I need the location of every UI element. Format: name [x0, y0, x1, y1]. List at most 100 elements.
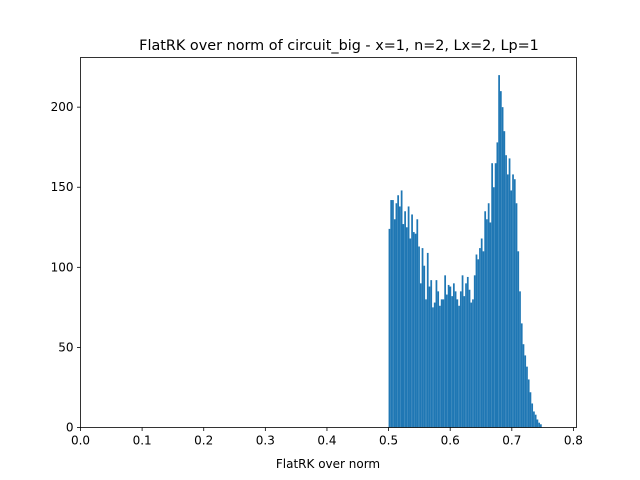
chart-title: FlatRK over norm of circuit_big - x=1, n… [139, 38, 539, 54]
histogram-bar [423, 265, 426, 428]
histogram-bar [388, 228, 391, 428]
histogram-bar [407, 206, 410, 428]
histogram-bar [404, 211, 406, 428]
histogram-bar [538, 422, 541, 428]
histogram-bar [494, 163, 497, 428]
x-tick-label: 0.0 [71, 434, 90, 448]
y-tick-label: 50 [58, 340, 73, 354]
plot-frame [80, 57, 577, 428]
histogram-bar [446, 294, 448, 428]
histogram-bar [540, 424, 542, 428]
histogram-bar [510, 190, 513, 428]
histogram-bar [473, 275, 476, 428]
histogram-bar [461, 275, 464, 428]
histogram-bar [513, 179, 516, 428]
histogram-bar [503, 131, 506, 428]
histogram-bar [519, 291, 521, 428]
x-tick-label: 0.6 [441, 434, 460, 448]
histogram-bar [416, 219, 419, 428]
y-tick-label: 150 [51, 180, 74, 194]
histogram-bar [439, 305, 441, 428]
histogram-bar [456, 299, 459, 428]
x-axis-ticks: 0.0 0.1 0.2 0.3 0.4 0.5 0.6 0.7 0.8 [71, 427, 583, 448]
x-tick-label: 0.7 [502, 434, 521, 448]
histogram-bar [421, 248, 424, 428]
x-tick-label: 0.1 [133, 434, 152, 448]
histogram-bar [428, 286, 431, 428]
histogram-bar [393, 219, 396, 428]
histogram-bar [499, 91, 502, 428]
histogram-bar [479, 248, 481, 428]
histogram-bar [496, 142, 499, 428]
histogram-bar [506, 174, 509, 428]
histogram-bar [533, 411, 535, 428]
histogram-bar [419, 283, 422, 428]
histogram-bar [459, 291, 462, 428]
histogram-bar [512, 174, 514, 428]
histogram-bar [508, 158, 511, 428]
histogram-bar [397, 195, 400, 428]
histogram-bar [491, 163, 494, 428]
y-tick-label: 100 [51, 260, 74, 274]
histogram-bar [426, 252, 429, 428]
histogram-bar [465, 283, 467, 428]
y-tick-label: 0 [66, 421, 74, 435]
histogram-bar [402, 224, 405, 428]
histogram-bar [493, 187, 495, 428]
histogram-bar [531, 403, 534, 428]
x-tick-label: 0.8 [564, 434, 583, 448]
histogram-bar [432, 307, 434, 428]
histogram-bar [425, 299, 427, 428]
histogram-bar [433, 302, 436, 428]
histogram-bar [451, 296, 453, 428]
histogram-bar [517, 251, 520, 428]
x-tick-label: 0.2 [194, 434, 213, 448]
histogram-bar [399, 206, 401, 428]
histogram-bar [430, 280, 433, 428]
histogram-bar [522, 344, 525, 428]
histogram-bar [501, 107, 504, 428]
histogram-bar [472, 299, 474, 428]
histogram-bar [392, 200, 394, 428]
x-tick-label: 0.4 [317, 434, 336, 448]
histogram-bar [498, 75, 500, 428]
histogram-bars [388, 75, 542, 428]
histogram-bar [390, 200, 393, 428]
histogram-bar [411, 214, 413, 428]
histogram-bar [520, 323, 523, 428]
histogram-bar [468, 289, 471, 428]
histogram-bar [452, 283, 455, 428]
histogram-bar [444, 275, 447, 428]
histogram-bar [489, 222, 492, 428]
histogram-bar [477, 259, 480, 428]
histogram-bar [466, 276, 469, 428]
histogram-bar [458, 305, 460, 428]
x-axis-label: FlatRK over norm [276, 457, 380, 471]
histogram-bar [442, 299, 445, 428]
x-tick-label: 0.3 [256, 434, 275, 448]
histogram-bar [505, 155, 507, 428]
histogram-bar [470, 302, 473, 428]
histogram-bar [487, 203, 490, 428]
histogram-bar [534, 414, 537, 428]
histogram-bar [437, 291, 440, 428]
histogram-bar [400, 190, 403, 428]
histogram-bar [527, 379, 530, 428]
histogram-bar [435, 280, 438, 428]
histogram-bar [412, 232, 415, 428]
histogram-bar [395, 203, 398, 428]
histogram-bar [482, 251, 485, 428]
histogram-bar [454, 291, 457, 428]
histogram-bar [447, 284, 450, 428]
histogram-bar [536, 419, 539, 428]
histogram-bar [529, 392, 532, 428]
histogram-bar [526, 366, 528, 428]
x-tick-label: 0.5 [379, 434, 398, 448]
histogram-bar [449, 286, 452, 428]
histogram-bar [484, 211, 487, 428]
histogram-bar [418, 246, 420, 428]
y-axis-ticks: 0 50 100 150 200 [51, 100, 81, 435]
histogram-bar [440, 299, 443, 428]
histogram-bar [524, 355, 527, 428]
